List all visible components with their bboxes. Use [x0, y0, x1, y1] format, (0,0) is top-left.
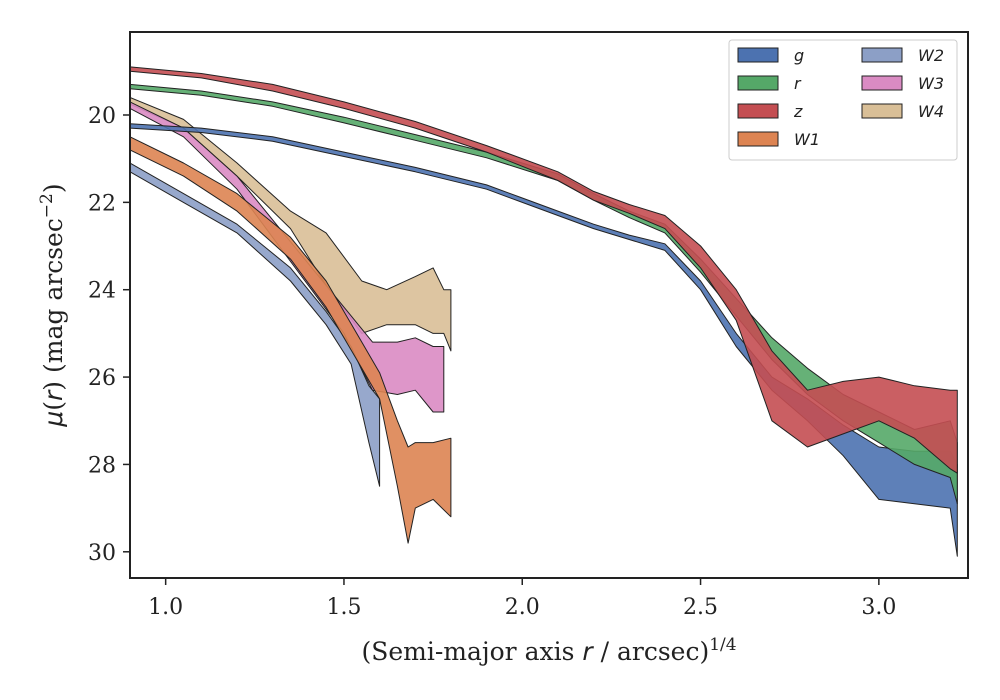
- legend-swatch-w4: [861, 103, 903, 119]
- y-tick-label: 30: [88, 541, 116, 566]
- legend-label-w2: W2: [918, 46, 944, 65]
- legend-swatch-w1: [737, 131, 779, 147]
- band-w4: [130, 97, 452, 352]
- legend-label-w1: W1: [794, 130, 820, 149]
- legend-swatch-w2: [861, 47, 903, 63]
- y-axis-label: μ(r) (mag arcsec−2): [37, 183, 68, 427]
- x-axis-label: (Semi-major axis r / arcsec)1/4: [361, 635, 736, 666]
- x-tick-label: 1.0: [148, 595, 183, 620]
- legend-label-g: g: [794, 46, 804, 65]
- band-g: [130, 123, 958, 557]
- y-tick-label: 26: [88, 366, 116, 391]
- legend-label-w3: W3: [918, 74, 944, 93]
- band-z: [130, 66, 958, 474]
- x-tick-label: 2.5: [683, 595, 718, 620]
- y-tick-label: 24: [88, 279, 116, 304]
- legend-frame: [728, 39, 958, 161]
- x-tick-label: 3.0: [861, 595, 896, 620]
- legend: grz W1 W2 W3 W4: [728, 39, 958, 161]
- x-axis: 1.0 1.5 2.0 2.5 3.0: [148, 578, 896, 620]
- y-tick-label: 28: [88, 453, 116, 478]
- band-w1: [130, 136, 452, 544]
- y-tick-label: 22: [88, 191, 116, 216]
- legend-label-r: r: [794, 74, 802, 93]
- legend-label-w4: W4: [918, 102, 944, 121]
- plot-area: [130, 66, 958, 557]
- legend-label-z: z: [793, 102, 803, 121]
- legend-swatch-z: [737, 103, 779, 119]
- y-axis: 20 22 24 26 28 30: [88, 104, 130, 566]
- legend-swatch-w3: [861, 75, 903, 91]
- plot-frame: [129, 31, 969, 579]
- x-tick-label: 1.5: [326, 595, 361, 620]
- legend-swatch-g: [737, 47, 779, 63]
- legend-swatch-r: [737, 75, 779, 91]
- y-tick-label: 20: [88, 104, 116, 129]
- x-tick-label: 2.0: [505, 595, 540, 620]
- band-w2: [130, 162, 381, 487]
